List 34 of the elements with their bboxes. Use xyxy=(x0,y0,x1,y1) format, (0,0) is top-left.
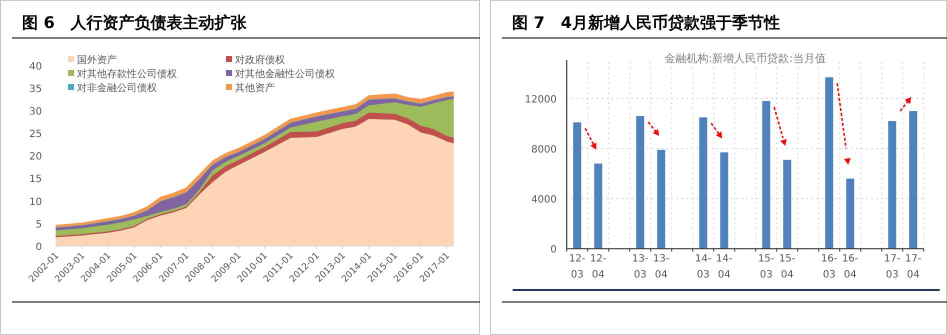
x-tick-label: 15-03 xyxy=(758,254,775,281)
y-tick-label: 0 xyxy=(36,242,42,253)
chart-title: 图 7 4月新增人民币贷款强于季节性 xyxy=(512,13,780,32)
y-tick-label: 5 xyxy=(36,219,42,230)
y-tick-label: 10 xyxy=(29,196,42,208)
x-tick-label: 14-03 xyxy=(695,254,712,281)
x-tick-label: 13-03 xyxy=(632,254,649,281)
chart-title: 图 6 人行资产负债表主动扩张 xyxy=(22,13,248,32)
x-tick-label: 13-04 xyxy=(653,254,670,281)
legend-label: 对非金融公司债权 xyxy=(77,82,157,94)
y-tick-label: 8000 xyxy=(531,144,557,156)
x-tick-label: 12-03 xyxy=(569,254,586,281)
y-tick-label: 25 xyxy=(29,129,42,140)
y-tick-label: 15 xyxy=(29,174,42,186)
y-tick-label: 40 xyxy=(29,61,42,72)
x-tick-label: 16-04 xyxy=(842,254,859,281)
y-tick-label: 4000 xyxy=(531,194,557,206)
legend-label: 对其他金融性公司债权 xyxy=(235,68,335,80)
x-tick-label: 16-03 xyxy=(821,254,838,281)
legend-label: 其他资产 xyxy=(235,82,275,94)
x-tick-label: 12-04 xyxy=(590,254,607,281)
x-tick-label: 17-03 xyxy=(884,254,901,281)
y-tick-label: 0 xyxy=(550,244,557,256)
y-tick-label: 12000 xyxy=(524,94,557,106)
legend-label: 对其他存款性公司债权 xyxy=(77,68,177,80)
legend-label: 对政府债权 xyxy=(235,54,285,66)
legend-label: 国外资产 xyxy=(77,54,117,66)
x-tick-label: 17-04 xyxy=(905,254,922,281)
x-tick-label: 15-04 xyxy=(779,254,796,281)
y-tick-label: 35 xyxy=(29,84,42,95)
chart-subtitle: 金融机构:新增人民币贷款:当月值 xyxy=(664,52,826,65)
x-tick-label: 14-04 xyxy=(716,254,733,281)
y-tick-label: 20 xyxy=(29,152,42,163)
y-tick-label: 30 xyxy=(29,106,42,118)
